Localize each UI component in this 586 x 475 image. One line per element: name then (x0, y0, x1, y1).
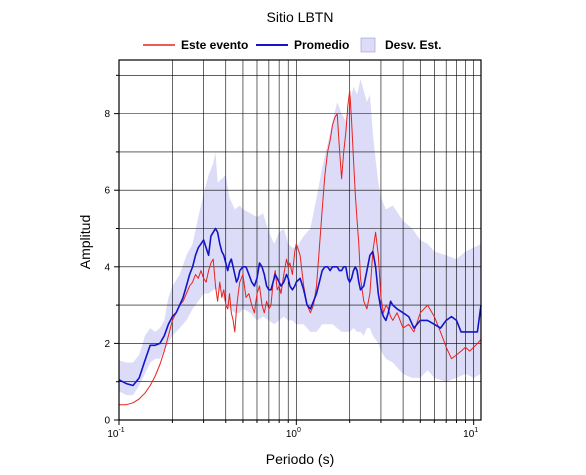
x-tick-exponent: 1 (474, 427, 478, 434)
chart-title: Sitio LBTN (267, 9, 334, 25)
std-band-layer (119, 79, 481, 396)
legend-std-swatch (360, 37, 376, 53)
x-tick-label: 100 (286, 427, 301, 440)
plot-border (118, 59, 482, 421)
std-band (119, 79, 481, 396)
x-tick-label: 10-1 (107, 427, 124, 440)
y-axis-label: Amplitud (77, 215, 93, 269)
y-tick-label: 6 (104, 186, 110, 197)
x-axis-label: Periodo (s) (266, 451, 334, 467)
y-tick-label: 4 (104, 262, 110, 273)
legend-event-label: Este evento (181, 38, 248, 52)
x-tick-exponent: -1 (118, 427, 124, 434)
series-layer (118, 90, 482, 406)
y-tick-label: 2 (104, 339, 110, 350)
y-tick-label: 0 (104, 416, 110, 427)
y-tick-label: 8 (104, 109, 110, 120)
event-series-line (119, 90, 482, 406)
grid-layer (118, 60, 481, 420)
x-tick-exponent: 0 (297, 427, 301, 434)
average-series-line (118, 227, 482, 387)
x-tick-label: 101 (463, 427, 478, 440)
legend-average-label: Promedio (294, 38, 349, 52)
legend: Este evento Promedio Desv. Est. (143, 37, 441, 53)
plot-frame (118, 59, 482, 421)
legend-std-label: Desv. Est. (385, 38, 441, 52)
